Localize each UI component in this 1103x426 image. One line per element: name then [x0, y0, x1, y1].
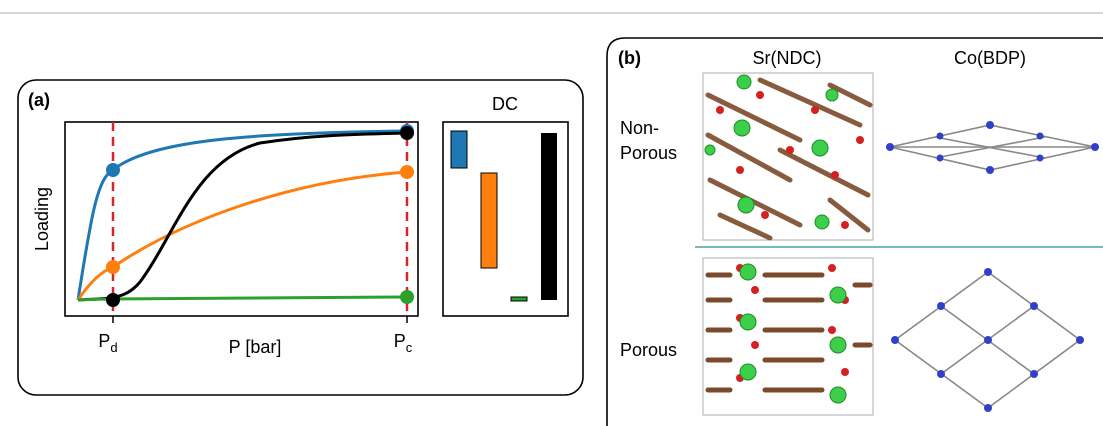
row-label: Porous [620, 143, 677, 163]
figure: (a) Loading Pd P [bar] Pc DC (b) Sr(NDC)… [0, 0, 1103, 426]
structure-image [891, 268, 1084, 412]
point [400, 165, 414, 179]
point [106, 260, 120, 274]
y-axis-label: Loading [32, 187, 52, 251]
inset-title: DC [492, 94, 518, 114]
row-label: Porous [620, 340, 677, 360]
point [400, 290, 414, 304]
row-label: Non- [620, 118, 659, 138]
x-tick-label: Pd [98, 331, 117, 355]
structure-image [703, 258, 873, 415]
dc-bar [481, 173, 497, 268]
dc-bar [451, 131, 467, 168]
structure-image [703, 73, 873, 240]
panel-label: (b) [618, 48, 641, 68]
structure-image [886, 121, 1099, 174]
panel-label: (a) [28, 90, 50, 110]
point [106, 163, 120, 177]
x-tick-label: Pc [394, 331, 413, 355]
x-axis-label: P [bar] [229, 337, 282, 357]
point [106, 293, 120, 307]
dc-bar [511, 297, 527, 301]
dc-bar [541, 133, 557, 300]
column-header: Sr(NDC) [753, 48, 822, 68]
point [400, 126, 414, 140]
column-header: Co(BDP) [954, 48, 1026, 68]
